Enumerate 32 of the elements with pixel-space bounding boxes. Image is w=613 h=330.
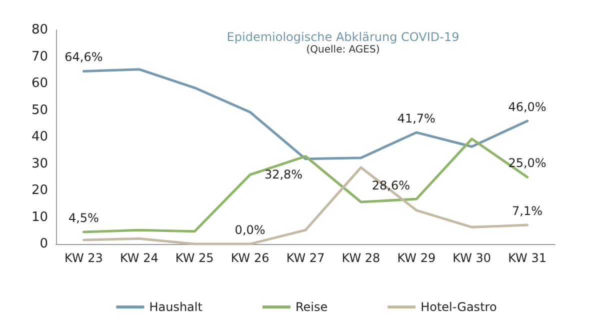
x-tick-label: KW 24 <box>120 251 158 265</box>
y-tick-label: 70 <box>31 49 48 64</box>
x-tick-label: KW 28 <box>342 251 380 265</box>
data-label: 7,1% <box>512 204 543 218</box>
x-tick-label: KW 26 <box>230 251 270 265</box>
y-tick-label: 50 <box>31 102 48 118</box>
legend-label: Hotel-Gastro <box>420 300 497 314</box>
y-tick-label: 80 <box>31 22 48 38</box>
data-label: 25,0% <box>508 156 546 170</box>
data-label: 32,8% <box>264 167 303 182</box>
data-label: 46,0% <box>508 100 546 114</box>
data-label: 0,0% <box>234 223 266 237</box>
y-tick-label: 40 <box>31 130 48 144</box>
legend-label: Haushalt <box>149 300 203 314</box>
legend-label: Reise <box>295 300 328 314</box>
y-tick-label: 60 <box>31 76 48 91</box>
chart-title: Epidemiologische Abklärung COVID-19 <box>226 30 460 44</box>
y-tick-label: 30 <box>31 156 48 172</box>
x-tick-label: KW 30 <box>452 251 492 265</box>
data-label: 4,5% <box>68 210 99 225</box>
x-tick-label: KW 27 <box>286 251 325 265</box>
x-tick-label: KW 23 <box>64 251 103 265</box>
x-tick-label: KW 31 <box>508 251 546 265</box>
y-tick-label: 10 <box>31 210 48 225</box>
data-label: 64,6% <box>64 50 103 64</box>
y-tick-label: 0 <box>40 236 48 252</box>
data-label: 28,6% <box>372 178 410 192</box>
x-tick-label: KW 25 <box>175 251 214 265</box>
y-tick-label: 20 <box>31 183 48 198</box>
data-label: 41,7% <box>397 111 436 126</box>
x-tick-label: KW 29 <box>397 251 436 265</box>
text: (Quelle: AGES) <box>306 44 380 56</box>
